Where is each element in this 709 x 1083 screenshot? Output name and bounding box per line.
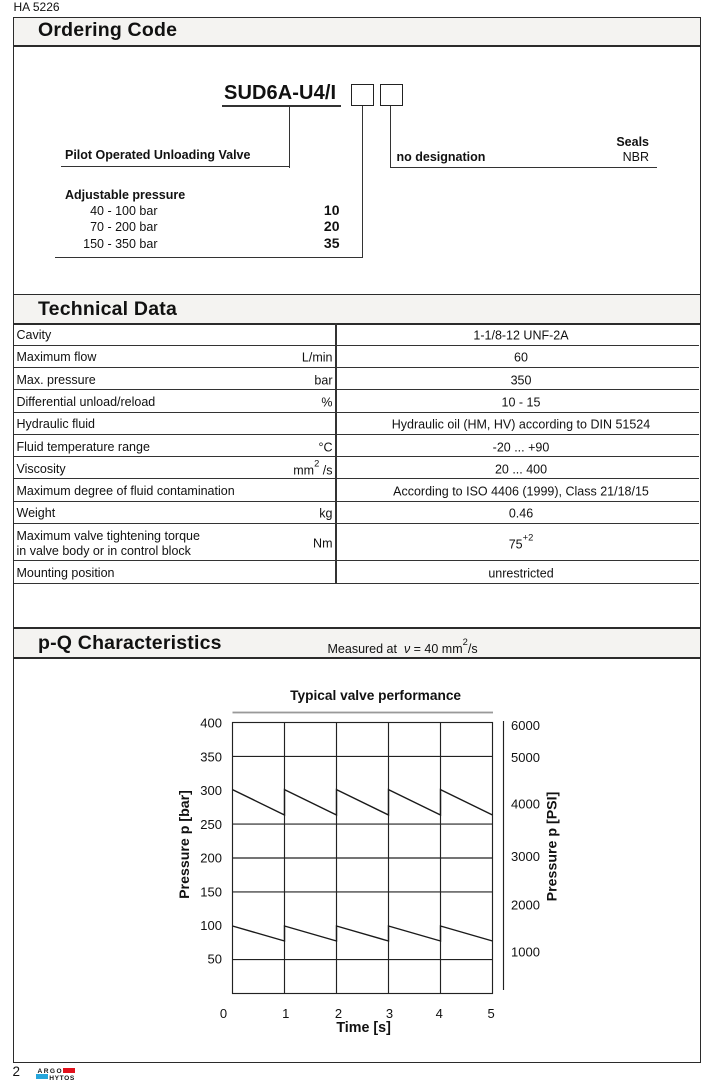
svg-text:0: 0	[220, 1006, 227, 1021]
svg-text:1: 1	[282, 1006, 289, 1021]
svg-text:100: 100	[200, 918, 222, 933]
svg-text:150: 150	[200, 884, 222, 899]
svg-text:Pressure p [bar]: Pressure p [bar]	[177, 790, 193, 899]
svg-text:Typical valve performance: Typical valve performance	[290, 688, 461, 703]
svg-text:200: 200	[200, 851, 222, 866]
svg-text:4: 4	[436, 1006, 443, 1021]
svg-text:5000: 5000	[511, 750, 540, 765]
svg-text:6000: 6000	[511, 718, 540, 733]
svg-text:1000: 1000	[511, 945, 540, 960]
svg-text:300: 300	[200, 783, 222, 798]
svg-text:2000: 2000	[511, 898, 540, 913]
svg-text:3: 3	[386, 1006, 393, 1021]
svg-text:3000: 3000	[511, 849, 540, 864]
svg-text:400: 400	[200, 716, 222, 731]
svg-text:250: 250	[200, 817, 222, 832]
svg-text:350: 350	[200, 749, 222, 764]
svg-text:4000: 4000	[511, 797, 540, 812]
svg-text:Pressure p [PSI]: Pressure p [PSI]	[545, 792, 561, 902]
svg-text:50: 50	[208, 952, 222, 967]
svg-text:2: 2	[335, 1006, 342, 1021]
svg-text:Time [s]: Time [s]	[336, 1020, 391, 1036]
svg-text:5: 5	[487, 1006, 494, 1021]
